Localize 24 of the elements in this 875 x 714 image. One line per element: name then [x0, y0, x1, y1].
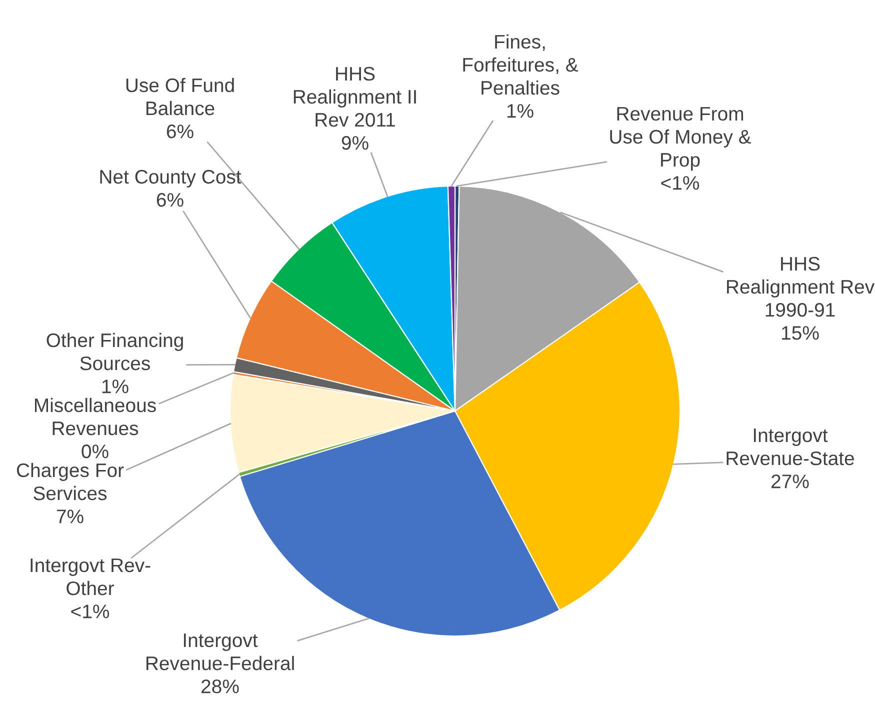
- slice-label: HHS Realignment II Rev 2011: [294, 66, 416, 127]
- slice-label: Charges For Services: [16, 462, 124, 500]
- data-label: 28%: [202, 680, 239, 694]
- slice-label: Fines, Forfeitures, & Penalties: [463, 34, 578, 95]
- data-label: <1%: [661, 176, 700, 190]
- data-label: 7%: [56, 510, 84, 524]
- data-label: 9%: [342, 136, 368, 150]
- data-label: 27%: [772, 474, 809, 488]
- slice-label: Net County Cost: [100, 170, 242, 188]
- data-label: 15%: [782, 326, 819, 340]
- slice-label: Miscellaneous Revenues: [34, 398, 156, 436]
- data-label: 6%: [166, 124, 194, 138]
- data-label: 0%: [82, 444, 108, 458]
- slice-label: Other Financing Sources: [46, 332, 183, 370]
- slice-label: Intergovt Revenue-State: [726, 428, 854, 466]
- data-label: <1%: [71, 604, 110, 618]
- slice-label: Intergovt Rev- Other: [30, 558, 150, 596]
- data-label: 1%: [507, 104, 534, 118]
- slice-label: HHS Realignment Rev 1990-91: [727, 256, 875, 317]
- slice-label: Use Of Fund Balance: [126, 78, 234, 116]
- data-label: 6%: [156, 192, 184, 207]
- slice-label: Revenue From Use Of Money & Prop: [610, 107, 752, 171]
- slice-label: Intergovt Revenue-Federal: [146, 634, 294, 670]
- data-label: 1%: [102, 380, 128, 394]
